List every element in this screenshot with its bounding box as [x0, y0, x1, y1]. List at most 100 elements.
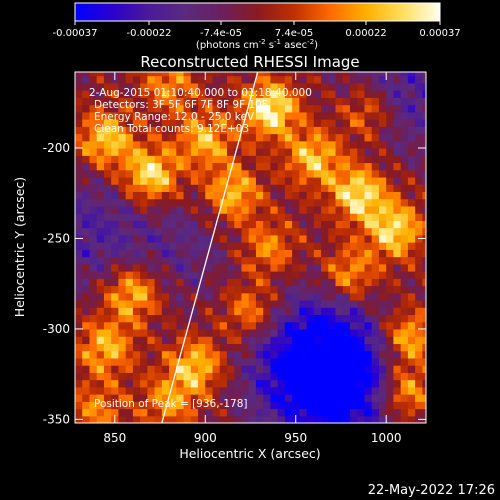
heatmap-cell [306, 140, 315, 149]
heatmap-cell [89, 314, 98, 323]
heatmap-cell [378, 198, 387, 207]
heatmap-cell [241, 205, 250, 214]
heatmap-cell [378, 415, 387, 423]
heatmap-cell [328, 292, 337, 301]
heatmap-cell [335, 213, 344, 221]
heatmap-cell [82, 386, 91, 395]
heatmap-cell [284, 119, 293, 127]
heatmap-cell [277, 285, 286, 294]
heatmap-cell [350, 256, 358, 265]
heatmap-cell [364, 198, 373, 207]
heatmap-cell [306, 379, 315, 388]
heatmap-cell [226, 82, 235, 91]
heatmap-cell [415, 191, 423, 200]
heatmap-cell [226, 271, 235, 279]
heatmap-cell [169, 263, 177, 272]
heatmap-cell [328, 314, 337, 323]
heatmap-cell [118, 169, 127, 178]
heatmap-cell [313, 343, 322, 352]
heatmap-cell [335, 401, 344, 410]
heatmap-cell [270, 126, 279, 135]
heatmap-cell [161, 321, 170, 330]
heatmap-cell [255, 169, 264, 178]
heatmap-cell [118, 155, 127, 164]
heatmap-cell [415, 357, 423, 366]
heatmap-cell [132, 321, 141, 330]
heatmap-cell [140, 227, 148, 236]
heatmap-cell [234, 75, 243, 84]
heatmap-cell [190, 220, 199, 229]
heatmap-cell [364, 140, 373, 149]
heatmap-cell [190, 314, 199, 323]
heatmap-cell [270, 401, 279, 410]
heatmap-cell [386, 234, 395, 243]
heatmap-cell [400, 401, 409, 410]
heatmap-cell [335, 336, 344, 344]
heatmap-cell [219, 394, 228, 402]
heatmap-cell [371, 220, 380, 229]
heatmap-cell [147, 140, 156, 149]
heatmap-cell [371, 198, 380, 207]
heatmap-cell [234, 285, 243, 294]
heatmap-cell [292, 256, 300, 265]
annotation-time-range: 2-Aug-2015 01:10:40.000 to 01:18:40.000 [89, 87, 312, 99]
heatmap-cell [89, 307, 98, 316]
heatmap-cell [284, 184, 293, 193]
heatmap-cell [132, 111, 141, 120]
heatmap-cell [415, 184, 423, 193]
heatmap-cell [277, 263, 286, 272]
heatmap-cell [248, 328, 257, 337]
heatmap-cell [147, 299, 156, 308]
heatmap-cell [342, 256, 351, 265]
heatmap-cell [96, 372, 105, 381]
heatmap-cell [118, 401, 127, 410]
heatmap-cell [328, 162, 337, 171]
heatmap-cell [241, 126, 250, 135]
heatmap-cell [140, 72, 148, 77]
heatmap-cell [378, 357, 387, 366]
heatmap-cell [248, 205, 257, 214]
heatmap-cell [328, 191, 337, 200]
heatmap-cell [255, 336, 264, 344]
heatmap-cell [169, 285, 177, 294]
heatmap-cell [226, 365, 235, 373]
heatmap-cell [103, 314, 112, 323]
heatmap-cell [226, 278, 235, 287]
heatmap-cell [371, 140, 380, 149]
heatmap-cell [169, 365, 177, 373]
heatmap-cell [169, 111, 177, 120]
heatmap-cell [422, 365, 426, 373]
heatmap-cell [335, 328, 344, 337]
heatmap-cell [118, 271, 127, 279]
heatmap-cell [270, 271, 279, 279]
heatmap-cell [371, 285, 380, 294]
heatmap-cell [306, 191, 315, 200]
heatmap-cell [82, 357, 91, 366]
heatmap-cell [140, 198, 148, 207]
heatmap-cell [299, 169, 308, 178]
heatmap-cell [400, 256, 409, 265]
heatmap-cell [407, 198, 416, 207]
heatmap-cell [132, 242, 141, 250]
heatmap-cell [263, 184, 272, 193]
heatmap-cell [350, 140, 358, 149]
heatmap-cell [212, 169, 221, 178]
heatmap-cell [415, 162, 423, 171]
heatmap-cell [328, 140, 337, 149]
heatmap-cell [219, 140, 228, 149]
heatmap-cell [96, 126, 105, 135]
heatmap-cell [350, 350, 358, 359]
heatmap-cell [299, 271, 308, 279]
heatmap-cell [212, 386, 221, 395]
heatmap-cell [140, 285, 148, 294]
heatmap-cell [422, 386, 426, 395]
heatmap-cell [132, 256, 141, 265]
heatmap-cell [212, 299, 221, 308]
heatmap-cell [357, 350, 366, 359]
heatmap-cell [103, 263, 112, 272]
heatmap-cell [328, 213, 337, 221]
heatmap-cell [378, 292, 387, 301]
heatmap-cell [415, 220, 423, 229]
heatmap-cell [277, 72, 286, 77]
heatmap-cell [234, 357, 243, 366]
